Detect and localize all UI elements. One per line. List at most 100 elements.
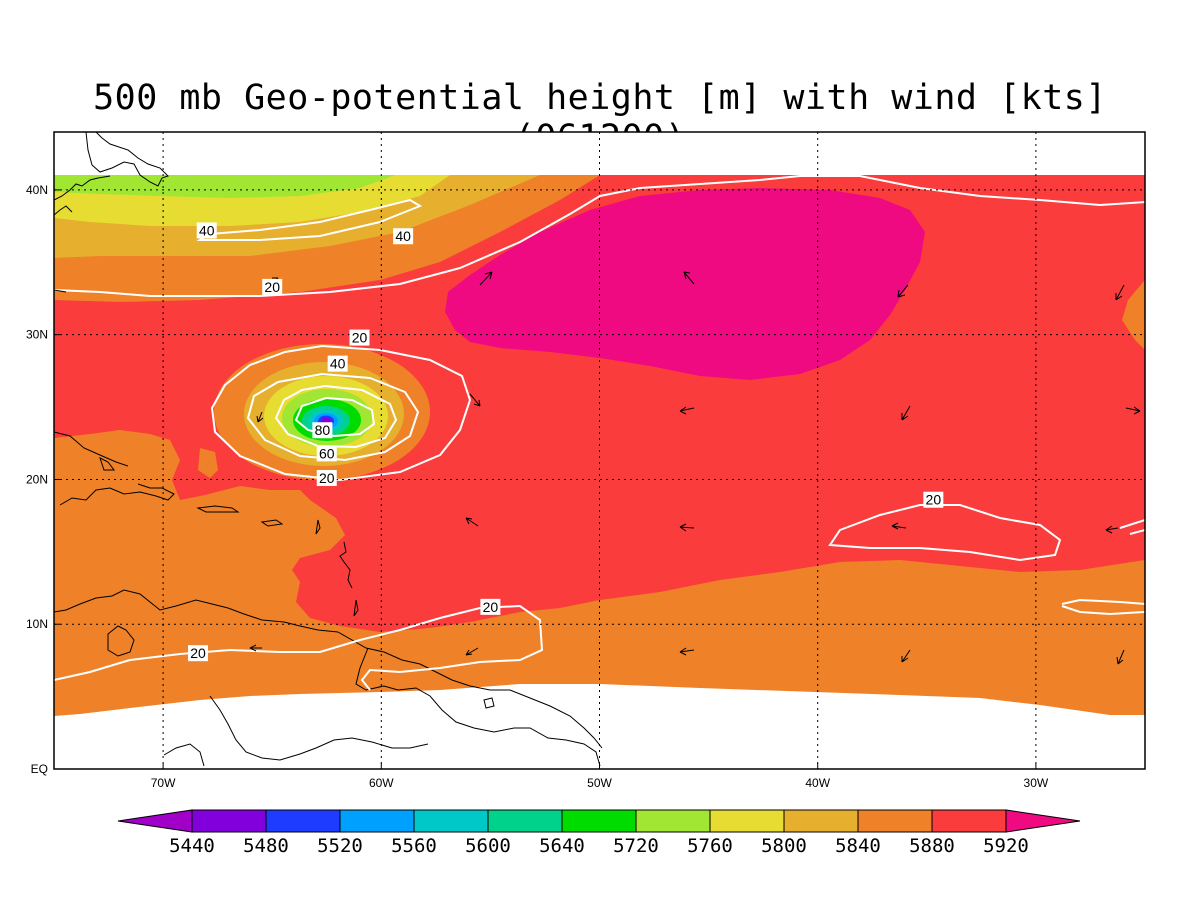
y-tick-label: 30N: [26, 328, 48, 342]
wind-contours: [54, 175, 1145, 691]
wind-arrow: [465, 647, 479, 656]
wind-arrow: [1125, 406, 1141, 415]
colorbar-tick-label: 5600: [465, 835, 511, 857]
wind-contour-label-bg: [312, 422, 333, 439]
wind-arrow: [679, 406, 695, 415]
wind-arrow: [679, 523, 695, 532]
colorbar-tick-label: 5560: [391, 835, 437, 857]
wind-contour-label-text: 40: [395, 228, 411, 244]
wind-arrow: [465, 517, 479, 527]
colorbar-tick-label: 5800: [761, 835, 807, 857]
wind-arrow: [891, 522, 907, 530]
colorbar-max-arrow: [1005, 809, 1081, 833]
x-tick-label: 30W: [1024, 776, 1049, 790]
x-tick-label: 40W: [805, 776, 830, 790]
map-plot-area: 40 40 20 20 40 80 60 20 20 20 20: [54, 132, 1145, 769]
wind-contour-label-bg: [316, 470, 337, 487]
wind-contour-label-text: 40: [199, 222, 215, 238]
colorbar-tick-label: 5520: [317, 835, 363, 857]
colorbar-swatch: [857, 809, 933, 833]
wind-contour-label: 80: [312, 422, 333, 439]
wind-arrow: [1115, 284, 1125, 301]
colorbar-tick-label: 5920: [983, 835, 1029, 857]
wind-contour-80-storm: [294, 396, 376, 438]
wind-contour-label-text: 20: [264, 279, 280, 295]
colorbar-tick-label: 5880: [909, 835, 955, 857]
wind-contour-label: 40: [327, 355, 348, 372]
wind-arrow: [469, 393, 481, 407]
y-tick-label: 40N: [26, 183, 48, 197]
wind-contour-label: 20: [480, 598, 501, 615]
coastlines: [54, 132, 603, 767]
wind-contour-label: 40: [393, 228, 414, 245]
colorbar-swatch: [413, 809, 489, 833]
wind-arrow: [54, 289, 67, 293]
wind-contour-label-bg: [923, 491, 944, 508]
height-band-high: [445, 188, 925, 380]
colorbar-tick-label: 5720: [613, 835, 659, 857]
axis-ticks: [54, 189, 1037, 770]
height-band-5880-east: [1122, 280, 1145, 350]
wind-arrow: [897, 284, 909, 298]
wind-contour-label: 20: [188, 645, 209, 662]
wind-contour-label-bg: [393, 228, 414, 245]
colorbar-tick-label: 5760: [687, 835, 733, 857]
colorbar-tick-label: 5440: [169, 835, 215, 857]
wind-contour-label-text: 20: [190, 645, 206, 661]
wind-contour-label-text: 60: [319, 445, 335, 461]
colorbar-swatch: [561, 809, 637, 833]
wind-contour-label: 20: [923, 491, 944, 508]
x-tick-label: 70W: [151, 776, 176, 790]
colorbar-tick-label: 5480: [243, 835, 289, 857]
colorbar-swatch: [339, 809, 415, 833]
wind-contour-label-bg: [480, 598, 501, 615]
wind-contour-label: 20: [262, 278, 283, 295]
wind-contour-label-bg: [349, 329, 370, 346]
wind-contour-20-storm: [210, 344, 472, 482]
colorbar-min-arrow: [117, 809, 193, 833]
wind-arrow: [901, 649, 911, 663]
wind-arrow: [256, 411, 264, 423]
wind-contour-20-edge: [1119, 519, 1145, 535]
wind-contour-label-text: 20: [352, 330, 368, 346]
wind-contour-40-storm: [246, 372, 420, 462]
axis-labels: 70W 60W 50W 40W 30W EQ 10N 20N 30N 40N: [26, 183, 1049, 790]
colorbar: 5440 5480 5520 5560 5600 5640 5720 5760 5800 5840…: [117, 809, 1081, 857]
colorbar-swatch: [709, 809, 785, 833]
wind-contour-label-bg: [196, 222, 217, 239]
colorbar-swatch: [635, 809, 711, 833]
wind-contour-label-text: 80: [315, 422, 331, 438]
wind-contour-label: 20: [316, 470, 337, 487]
y-tick-label: 20N: [26, 472, 48, 486]
height-band-5760: [54, 175, 395, 198]
wind-contour-20-southeast: [1061, 598, 1145, 616]
wind-arrow: [901, 405, 911, 421]
wind-contour-60-storm: [274, 384, 398, 449]
wind-contour-20-north: [54, 175, 1145, 297]
height-band-5880-tail: [198, 448, 218, 478]
y-tick-label: EQ: [31, 762, 48, 776]
wind-contour-label-text: 40: [330, 356, 346, 372]
wind-contour-label: 60: [316, 445, 337, 462]
y-tick-label: 10N: [26, 617, 48, 631]
colorbar-swatch: [487, 809, 563, 833]
x-tick-label: 50W: [587, 776, 612, 790]
x-tick-label: 60W: [369, 776, 394, 790]
colorbar-tick-label: 5640: [539, 835, 585, 857]
storm-vortex: [214, 344, 430, 480]
colorbar-swatch: [931, 809, 1007, 833]
colorbar-swatch: [191, 809, 267, 833]
colorbar-swatch: [783, 809, 859, 833]
wind-vectors: [54, 271, 1141, 665]
wind-contour-label-text: 20: [926, 492, 942, 508]
wind-arrow: [679, 647, 695, 656]
wind-contour-label-text: 20: [483, 599, 499, 615]
wind-contour-label-bg: [188, 645, 209, 662]
wind-arrow: [1116, 649, 1125, 665]
wind-contour-label-bg: [327, 355, 348, 372]
wind-contour-label: 40: [196, 222, 217, 239]
wind-arrow: [1105, 525, 1119, 534]
wind-arrow: [683, 271, 695, 285]
wind-arrow: [479, 271, 493, 286]
